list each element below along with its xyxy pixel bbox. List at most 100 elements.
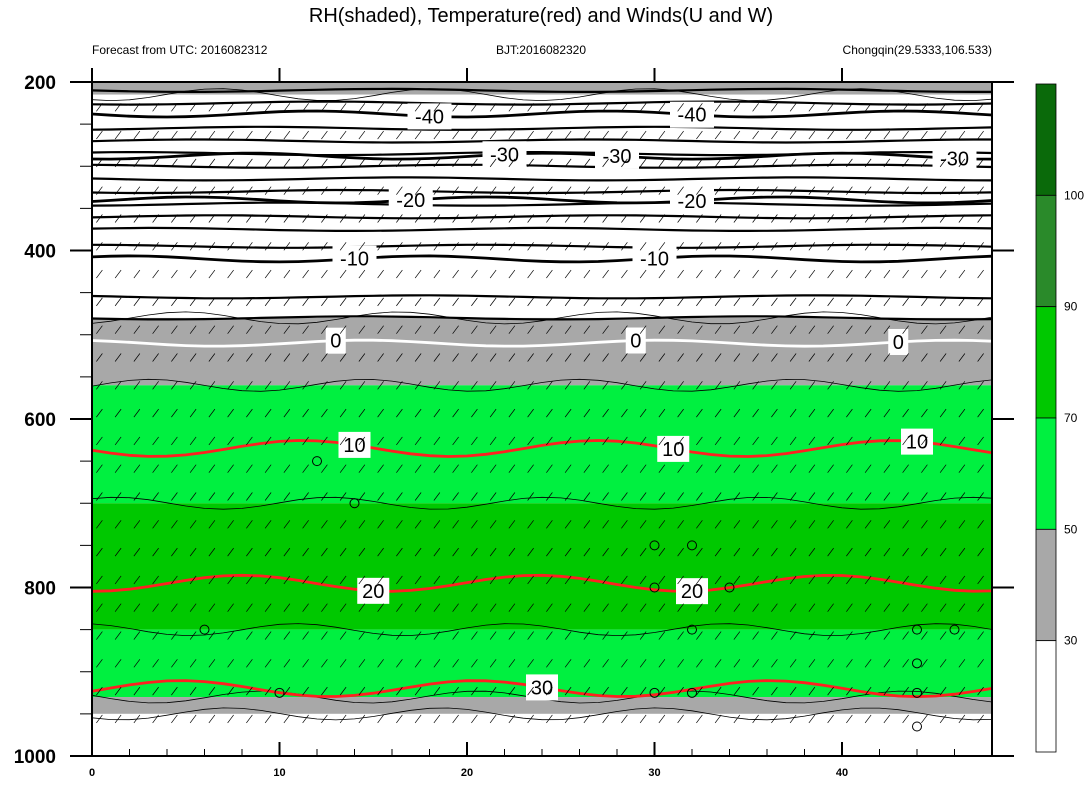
wind-barb xyxy=(921,492,928,501)
wind-barb xyxy=(527,520,534,529)
colorbar-segment xyxy=(1035,417,1057,530)
wind-barb xyxy=(789,297,797,307)
wind-barb xyxy=(939,575,947,585)
wind-barb xyxy=(827,547,834,557)
wind-barb xyxy=(958,714,966,724)
wind-barb xyxy=(133,103,141,112)
wind-barb xyxy=(602,575,609,585)
wind-barb xyxy=(602,547,609,557)
wind-barb xyxy=(883,297,891,307)
wind-barb xyxy=(452,158,459,168)
wind-barb xyxy=(921,242,928,251)
wind-barb xyxy=(171,158,178,168)
wind-barb xyxy=(921,408,928,418)
contour-label: 0 xyxy=(630,331,641,353)
wind-barb xyxy=(396,214,403,223)
wind-barb xyxy=(96,464,103,473)
wind-barb xyxy=(864,325,872,334)
wind-barb xyxy=(546,353,553,362)
wind-barb xyxy=(827,603,834,612)
wind-barb xyxy=(846,325,853,334)
wind-barb xyxy=(489,297,497,307)
wind-barb xyxy=(846,686,853,696)
rh-contour-line xyxy=(91,496,993,510)
wind-barb xyxy=(714,325,722,334)
wind-barb xyxy=(658,492,666,501)
wind-barb xyxy=(302,408,309,418)
wind-barb xyxy=(771,659,778,668)
wind-barb xyxy=(96,408,103,418)
wind-barb xyxy=(489,130,497,140)
wind-barb xyxy=(508,103,516,112)
wind-barb xyxy=(752,158,759,168)
wind-barb xyxy=(864,353,872,362)
wind-barb xyxy=(658,130,666,140)
isotherm-line xyxy=(91,188,993,195)
wind-barb xyxy=(602,631,609,640)
wind-barb xyxy=(452,436,459,446)
wind-barb xyxy=(621,686,628,696)
wind-barb xyxy=(152,492,159,501)
wind-barb xyxy=(527,297,534,307)
wind-barb xyxy=(827,492,834,501)
wind-barb xyxy=(339,297,347,307)
wind-barb xyxy=(171,659,178,668)
wind-barb xyxy=(264,603,272,612)
wind-barb xyxy=(358,186,366,195)
wind-barb xyxy=(602,714,609,724)
wind-barb xyxy=(921,158,928,168)
wind-barb xyxy=(96,186,103,195)
wind-barb xyxy=(958,575,966,585)
wind-barb xyxy=(546,381,553,390)
wind-barb xyxy=(264,686,272,696)
wind-barb xyxy=(264,214,272,223)
wind-barb xyxy=(752,103,759,112)
wind-barb xyxy=(696,103,703,112)
wind-barb xyxy=(583,547,591,557)
wind-barb xyxy=(639,158,647,168)
wind-barb xyxy=(339,242,347,251)
wind-barb xyxy=(752,353,759,362)
wind-barb xyxy=(977,297,984,307)
colorbar-label: 100 xyxy=(1064,188,1084,202)
wind-barb xyxy=(546,158,553,168)
wind-barb xyxy=(827,631,834,640)
wind-barb xyxy=(189,659,197,668)
wind-barb xyxy=(677,436,684,446)
wind-barb xyxy=(508,631,516,640)
wind-barb xyxy=(733,242,741,251)
wind-barb xyxy=(958,520,966,529)
wind-barb xyxy=(677,297,684,307)
wind-barb xyxy=(639,242,647,251)
wind-barb xyxy=(227,353,234,362)
wind-barb xyxy=(733,381,741,390)
wind-barb xyxy=(114,547,122,557)
wind-barb xyxy=(546,130,553,140)
wind-barb xyxy=(564,714,572,724)
wind-barb xyxy=(527,158,534,168)
wind-barb xyxy=(902,631,909,640)
wind-barb xyxy=(452,381,459,390)
wind-barb xyxy=(864,603,872,612)
wind-barb xyxy=(677,686,684,696)
wind-barb xyxy=(96,547,103,557)
wind-barb xyxy=(171,575,178,585)
wind-barb xyxy=(864,659,872,668)
wind-barb xyxy=(171,603,178,612)
wind-barb xyxy=(958,603,966,612)
wind-barb xyxy=(902,214,909,223)
wind-barb xyxy=(133,603,141,612)
wind-barb xyxy=(602,603,609,612)
wind-barb xyxy=(471,242,478,251)
wind-barb xyxy=(864,130,872,140)
wind-barb xyxy=(546,631,553,640)
wind-barb xyxy=(377,492,384,501)
contour-label: 20 xyxy=(681,581,703,603)
wind-barb xyxy=(564,381,572,390)
wind-barb xyxy=(902,130,909,140)
wind-barb xyxy=(246,520,253,529)
wind-barb xyxy=(527,547,534,557)
wind-barb xyxy=(96,631,103,640)
wind-barb xyxy=(977,659,984,668)
